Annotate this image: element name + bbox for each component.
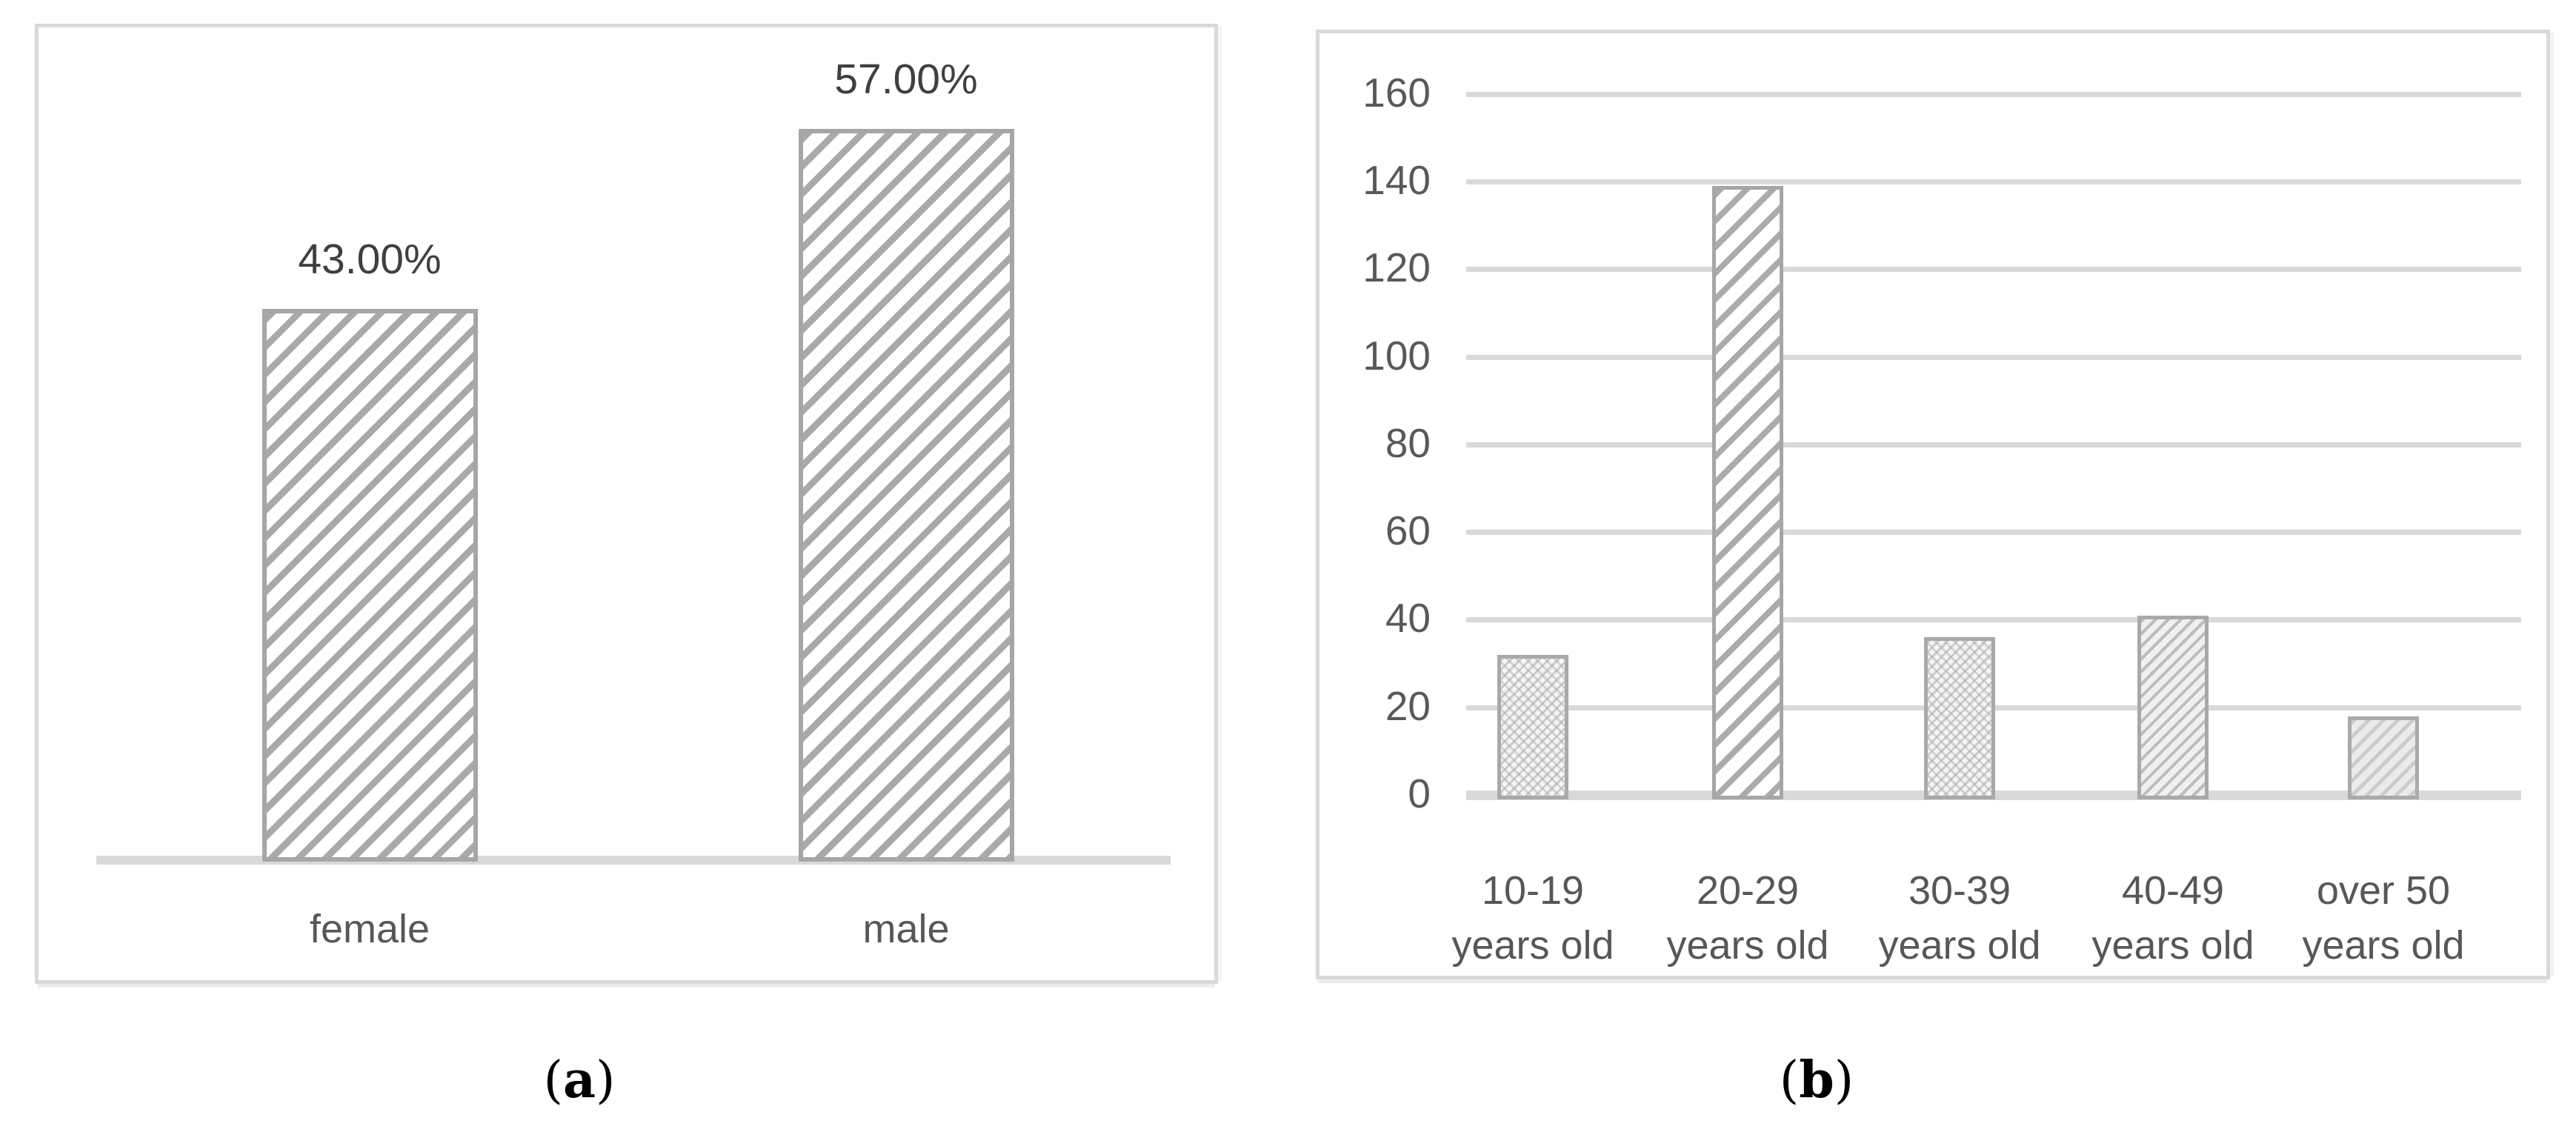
- y-tick-label-0: 0: [1408, 770, 1431, 816]
- bar-male: [798, 129, 1014, 862]
- gridline-120: [1466, 267, 2521, 272]
- x-category-label-line1: 30-39: [1908, 868, 2011, 913]
- bar-20-29: [1712, 186, 1783, 799]
- x-category-label-line1: over 50: [2316, 868, 2451, 913]
- y-tick-label-60: 60: [1385, 507, 1431, 553]
- x-category-label-line2: years old: [1451, 923, 1614, 968]
- value-label-male: 57.00%: [834, 56, 978, 103]
- x-category-label-line2: years old: [1666, 923, 1829, 968]
- caption-b-paren-close: ): [1834, 1051, 1854, 1110]
- y-tick-label-80: 80: [1385, 420, 1431, 466]
- x-category-label-male: male: [862, 907, 950, 951]
- gridline-60: [1466, 530, 2521, 535]
- gridline-80: [1466, 442, 2521, 447]
- caption-a-letter: a: [562, 1051, 596, 1110]
- x-category-label-line2: years old: [2091, 923, 2254, 968]
- y-tick-label-20: 20: [1385, 683, 1431, 729]
- x-category-label-line2: years old: [2302, 923, 2465, 968]
- y-tick-label-160: 160: [1362, 70, 1431, 116]
- x-category-label-30-39: 30-39 years old: [1878, 863, 2040, 973]
- gridline-40: [1466, 617, 2521, 622]
- x-category-label-line1: 10-19: [1481, 868, 1585, 913]
- gridline-100: [1466, 355, 2521, 360]
- value-label-female: 43.00%: [298, 236, 442, 283]
- x-category-label-line1: 40-49: [2121, 868, 2225, 913]
- x-category-label-20-29: 20-29 years old: [1666, 863, 1828, 973]
- bar-10-19: [1497, 655, 1568, 799]
- chart-panel-b: 0 20 40 60 80 100 120 140 160 10-19 years old 20-29…: [1316, 30, 2550, 979]
- bar-40-49: [2137, 616, 2209, 799]
- caption-b-paren-open: (: [1779, 1051, 1800, 1110]
- caption-a-paren-open: (: [543, 1051, 563, 1110]
- y-tick-label-120: 120: [1362, 244, 1431, 290]
- caption-b-letter: b: [1799, 1051, 1834, 1110]
- x-category-label-over-50: over 50 years old: [2302, 863, 2464, 973]
- caption-a: (a): [543, 1051, 615, 1110]
- bar-over-50: [2348, 716, 2419, 799]
- caption-a-paren-close: ): [596, 1051, 616, 1110]
- x-category-label-10-19: 10-19 years old: [1451, 863, 1614, 973]
- chart-panel-a: 43.00% female 57.00% male: [35, 24, 1218, 984]
- x-category-label-40-49: 40-49 years old: [2091, 863, 2254, 973]
- y-tick-label-100: 100: [1362, 333, 1431, 379]
- y-tick-label-40: 40: [1385, 595, 1431, 641]
- x-category-label-female: female: [309, 907, 430, 951]
- bar-30-39: [1924, 637, 1995, 799]
- gridline-140: [1466, 179, 2521, 184]
- x-category-label-line2: years old: [1878, 923, 2041, 968]
- y-tick-label-140: 140: [1362, 157, 1431, 203]
- x-category-label-line1: 20-29: [1696, 868, 1800, 913]
- bar-female: [262, 309, 478, 862]
- caption-b: (b): [1780, 1051, 1854, 1110]
- gridline-160: [1466, 92, 2521, 97]
